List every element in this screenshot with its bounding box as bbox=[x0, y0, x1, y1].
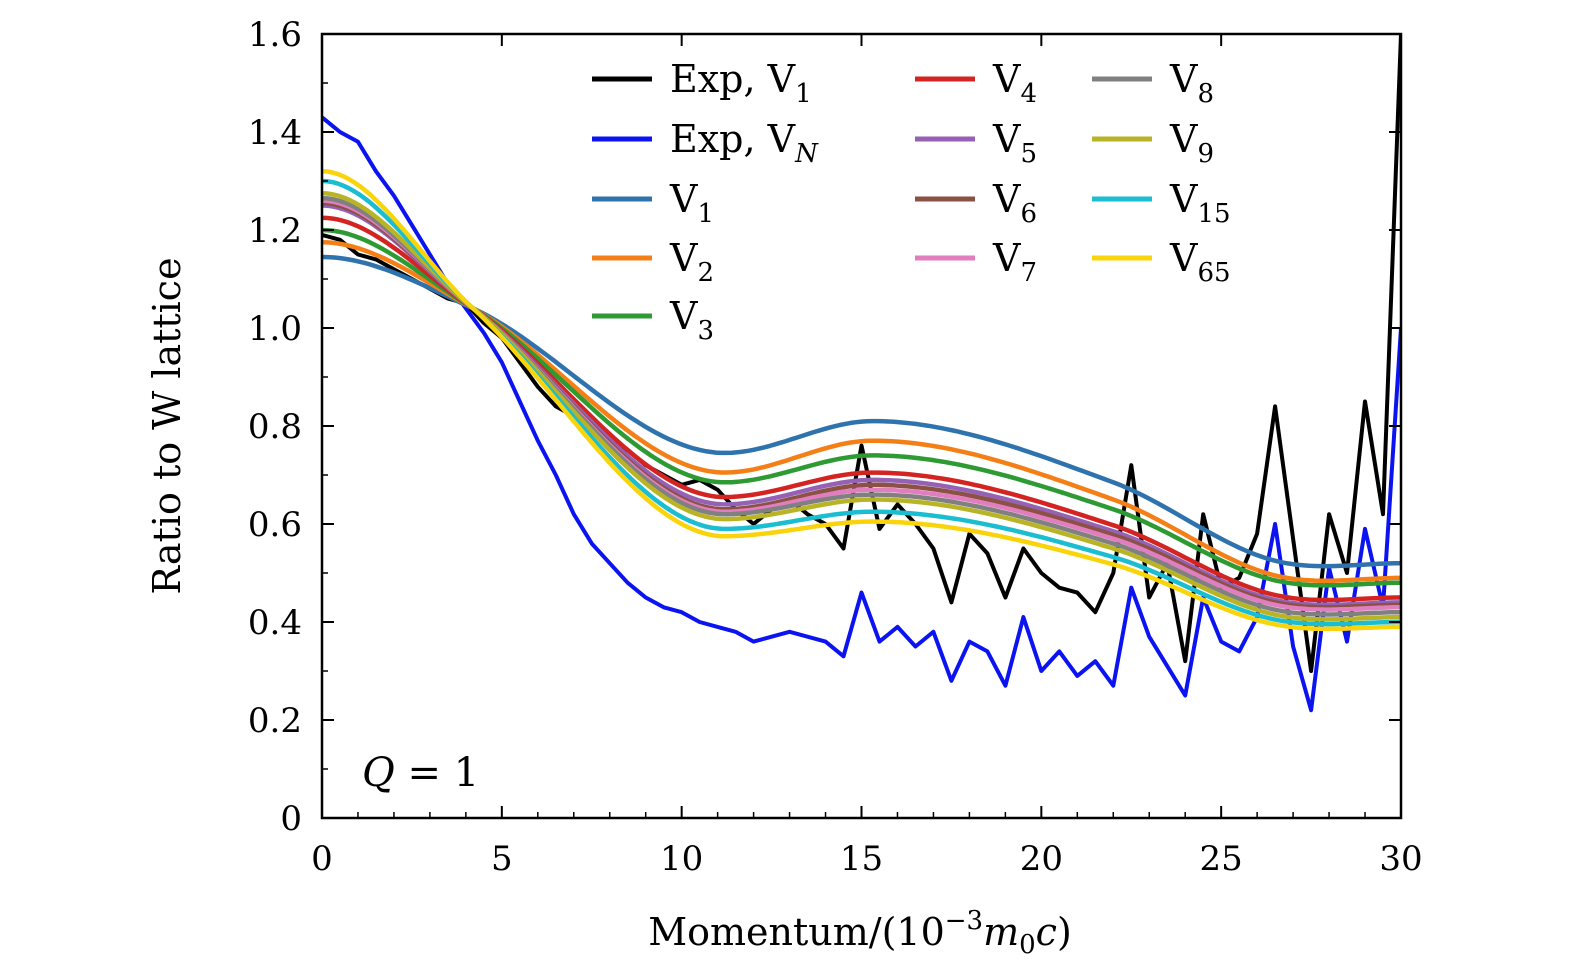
series-line-4 bbox=[322, 227, 1401, 588]
x-tick-label: 20 bbox=[1020, 839, 1063, 879]
series-line-10 bbox=[322, 191, 1401, 622]
series-line-1 bbox=[322, 115, 1401, 713]
annotation-q: Q = 1 bbox=[362, 750, 479, 796]
legend-label-6: V5 bbox=[992, 117, 1037, 169]
legend-label-7: V6 bbox=[992, 177, 1037, 229]
x-tick-label: 25 bbox=[1200, 839, 1243, 879]
series-line-0 bbox=[322, 34, 1401, 673]
y-tick-label: 0.2 bbox=[248, 701, 302, 741]
legend-label-10: V9 bbox=[1169, 117, 1214, 169]
series-line-12 bbox=[322, 168, 1401, 632]
legend-label-4: V3 bbox=[669, 294, 714, 346]
y-tick-label: 1.0 bbox=[248, 309, 302, 349]
y-tick-label: 0.6 bbox=[248, 505, 302, 545]
y-tick-label: 0.8 bbox=[248, 407, 302, 447]
ticks-layer: 0 5 10 15 20 25 30 0 0.2 0.4 0.6 0.8 1.0 1.2 1.4 1.6 bbox=[248, 15, 1423, 879]
x-tick-label: 10 bbox=[660, 839, 703, 879]
y-tick-label: 0.4 bbox=[248, 603, 302, 643]
y-tick-label: 1.2 bbox=[248, 211, 302, 251]
legend-label-1: Exp, VN bbox=[670, 117, 819, 169]
x-tick-label: 5 bbox=[491, 839, 513, 879]
legend-label-3: V2 bbox=[669, 236, 714, 288]
series-line-6 bbox=[322, 203, 1401, 608]
y-axis-title: Ratio to W lattice bbox=[145, 257, 189, 594]
plot-frame bbox=[320, 32, 1403, 820]
series-line-3 bbox=[322, 240, 1401, 583]
x-axis-title: Momentum/(10−3m0c) bbox=[648, 906, 1072, 960]
legend-label-2: V1 bbox=[669, 177, 714, 229]
y-tick-label: 1.6 bbox=[248, 15, 302, 55]
legend: Exp, V1 Exp, VN V1 V2 V3 V4 V5 V6 V7 V8 V9 V15 V65 bbox=[592, 57, 1231, 346]
legend-label-0: Exp, V1 bbox=[670, 57, 812, 109]
legend-label-5: V4 bbox=[992, 57, 1037, 109]
x-tick-label: 15 bbox=[840, 839, 883, 879]
y-tick-label: 0 bbox=[280, 799, 302, 839]
series-line-11 bbox=[322, 178, 1401, 627]
series-line-9 bbox=[322, 195, 1401, 617]
legend-label-11: V15 bbox=[1169, 177, 1231, 229]
x-tick-label: 30 bbox=[1379, 839, 1422, 879]
legend-label-12: V65 bbox=[1169, 236, 1231, 288]
series-layer bbox=[322, 34, 1401, 713]
legend-label-9: V8 bbox=[1169, 57, 1214, 109]
legend-label-8: V7 bbox=[992, 236, 1037, 288]
x-tick-label: 0 bbox=[311, 839, 333, 879]
series-line-5 bbox=[322, 215, 1401, 603]
y-tick-label: 1.4 bbox=[248, 113, 302, 153]
